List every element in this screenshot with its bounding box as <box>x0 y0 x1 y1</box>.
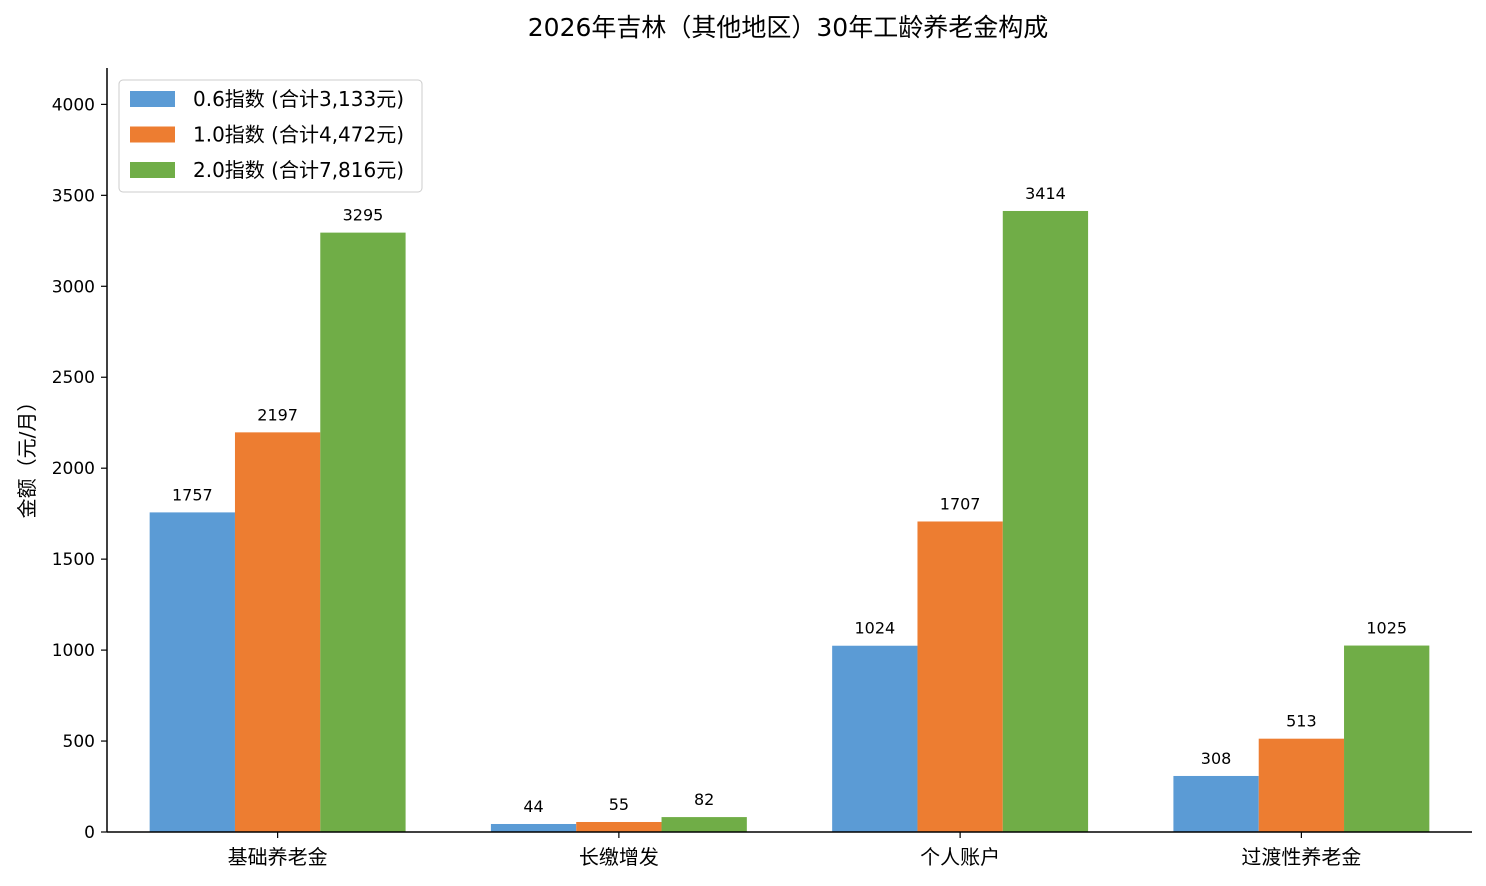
bar <box>661 817 747 832</box>
bar <box>917 521 1003 832</box>
data-label: 3295 <box>343 206 384 225</box>
y-tick-label: 4000 <box>52 95 95 115</box>
legend: 0.6指数 (合计3,133元) 1.0指数 (合计4,472元) 2.0指数 (合… <box>118 79 423 193</box>
y-tick-label: 2500 <box>52 368 95 388</box>
data-label: 1024 <box>854 619 895 638</box>
data-label: 82 <box>694 790 714 809</box>
data-label: 1025 <box>1366 619 1407 638</box>
bar <box>234 432 321 832</box>
y-tick-label: 500 <box>63 732 95 752</box>
y-tick-label: 3000 <box>52 277 95 297</box>
data-label: 513 <box>1286 712 1317 731</box>
x-tick-label: 个人账户 <box>920 845 1000 869</box>
y-tick-label: 2000 <box>52 459 95 479</box>
bar <box>576 821 662 832</box>
y-tick-label: 3500 <box>52 186 95 206</box>
plot-area: 0 500 1000 1500 2000 2500 3000 3500 4000 基础养老金 175… <box>52 68 1472 869</box>
y-tick-label: 1500 <box>52 550 95 570</box>
bar <box>1002 210 1089 832</box>
bar <box>1173 775 1259 832</box>
legend-swatch <box>130 91 175 107</box>
data-label: 308 <box>1201 749 1232 768</box>
chart-title: 2026年吉林（其他地区）30年工龄养老金构成 <box>528 13 1048 42</box>
x-tick-label: 基础养老金 <box>228 845 328 869</box>
bar <box>832 645 918 832</box>
legend-swatch <box>130 162 175 178</box>
bar <box>320 232 406 833</box>
legend-swatch <box>130 126 175 143</box>
legend-label: 2.0指数 (合计7,816元) <box>193 158 404 182</box>
y-tick-label: 0 <box>84 823 95 843</box>
x-tick-label: 长缴增发 <box>579 845 659 869</box>
data-label: 1757 <box>172 485 213 504</box>
bar <box>490 823 577 832</box>
data-label: 3414 <box>1025 184 1066 203</box>
legend-label: 0.6指数 (合计3,133元) <box>193 87 404 111</box>
x-tick-label: 过渡性养老金 <box>1241 845 1361 869</box>
bar <box>1344 645 1430 832</box>
legend-box <box>118 79 423 193</box>
legend-label: 1.0指数 (合计4,472元) <box>193 123 404 147</box>
data-label: 2197 <box>257 405 298 424</box>
data-label: 1707 <box>940 494 981 513</box>
data-label: 44 <box>523 797 543 816</box>
y-tick-label: 1000 <box>52 641 95 661</box>
y-axis-label: 金额（元/月） <box>15 392 39 519</box>
bar <box>1258 738 1345 832</box>
data-label: 55 <box>609 795 629 814</box>
bar <box>149 512 235 832</box>
